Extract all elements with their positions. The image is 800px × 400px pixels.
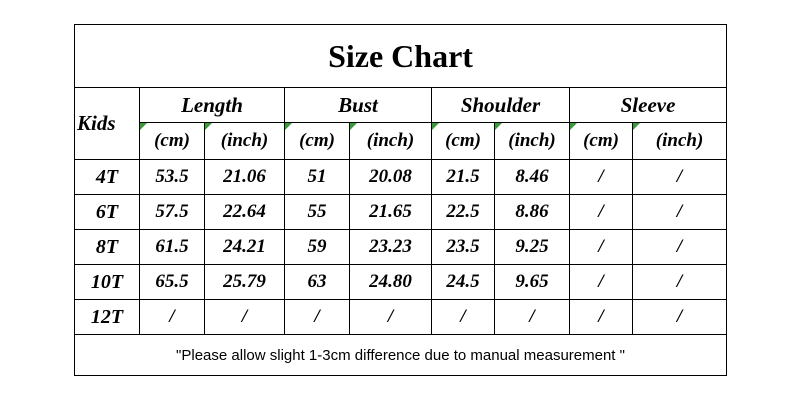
value-cell: /: [569, 299, 633, 335]
value-cell: /: [204, 299, 285, 335]
size-label: 12T: [74, 299, 140, 335]
value-cell: 24.21: [204, 229, 285, 265]
unit-header-bust-inch: (inch): [349, 122, 432, 160]
size-chart-table: Size Chart Kids Length Bust Shoulder Sle…: [73, 24, 728, 376]
group-header-length: Length: [139, 87, 285, 123]
unit-label: (cm): [299, 130, 335, 151]
value-cell: 22.5: [431, 194, 495, 230]
size-label: 4T: [74, 159, 140, 195]
value-cell: 53.5: [139, 159, 205, 195]
value-cell: 55: [284, 194, 350, 230]
value-cell: 9.25: [494, 229, 570, 265]
page-title: Size Chart: [73, 24, 728, 88]
title-row: Size Chart: [73, 24, 728, 88]
unit-header-length-inch: (inch): [204, 122, 285, 160]
measurement-note: "Please allow slight 1-3cm difference du…: [73, 334, 728, 376]
unit-header-bust-cm: (cm): [284, 122, 350, 160]
group-header-shoulder: Shoulder: [431, 87, 570, 123]
value-cell: /: [569, 194, 633, 230]
corner-marker-icon: [495, 123, 502, 130]
unit-header-shoulder-inch: (inch): [494, 122, 570, 160]
size-label: 6T: [74, 194, 140, 230]
unit-label: (inch): [366, 130, 415, 151]
table-row-4t: 4T 53.5 21.06 51 20.08 21.5 8.46 / /: [74, 159, 728, 195]
table-row-10t: 10T 65.5 25.79 63 24.80 24.5 9.65 / /: [74, 264, 728, 300]
corner-marker-icon: [350, 123, 357, 130]
value-cell: /: [139, 299, 205, 335]
value-cell: 25.79: [204, 264, 285, 300]
value-cell: /: [631, 299, 728, 335]
value-cell: /: [631, 194, 728, 230]
table-row-8t: 8T 61.5 24.21 59 23.23 23.5 9.25 / /: [74, 229, 728, 265]
size-label: 10T: [74, 264, 140, 300]
value-cell: 8.46: [494, 159, 570, 195]
value-cell: 61.5: [139, 229, 205, 265]
unit-label: (cm): [583, 130, 619, 151]
value-cell: /: [569, 159, 633, 195]
table-row-12t: 12T / / / / / / / /: [74, 299, 728, 335]
kids-header: Kids: [74, 87, 140, 160]
unit-header-shoulder-cm: (cm): [431, 122, 495, 160]
unit-header-length-cm: (cm): [139, 122, 205, 160]
value-cell: 23.5: [431, 229, 495, 265]
value-cell: /: [569, 264, 633, 300]
value-cell: 65.5: [139, 264, 205, 300]
group-header-row: Kids Length Bust Shoulder Sleeve: [74, 87, 728, 160]
unit-header-sleeve-cm: (cm): [569, 122, 633, 160]
value-cell: /: [569, 229, 633, 265]
value-cell: 9.65: [494, 264, 570, 300]
value-cell: 21.5: [431, 159, 495, 195]
corner-marker-icon: [570, 123, 577, 130]
value-cell: 8.86: [494, 194, 570, 230]
value-cell: /: [631, 229, 728, 265]
size-label: 8T: [74, 229, 140, 265]
value-cell: 51: [284, 159, 350, 195]
group-header-bust: Bust: [284, 87, 432, 123]
unit-label: (cm): [154, 130, 190, 151]
value-cell: 24.5: [431, 264, 495, 300]
value-cell: /: [494, 299, 570, 335]
corner-marker-icon: [285, 123, 292, 130]
value-cell: /: [631, 159, 728, 195]
unit-label: (inch): [655, 130, 704, 151]
value-cell: 57.5: [139, 194, 205, 230]
unit-header-sleeve-inch: (inch): [631, 122, 728, 160]
unit-label: (cm): [445, 130, 481, 151]
value-cell: 24.80: [349, 264, 432, 300]
corner-marker-icon: [205, 123, 212, 130]
value-cell: /: [349, 299, 432, 335]
value-cell: 22.64: [204, 194, 285, 230]
value-cell: /: [431, 299, 495, 335]
group-header-sleeve: Sleeve: [568, 87, 728, 123]
value-cell: 21.65: [349, 194, 432, 230]
corner-marker-icon: [432, 123, 439, 130]
value-cell: 21.06: [204, 159, 285, 195]
value-cell: 59: [284, 229, 350, 265]
value-cell: 23.23: [349, 229, 432, 265]
table-row-6t: 6T 57.5 22.64 55 21.65 22.5 8.86 / /: [74, 194, 728, 230]
unit-header-row: (cm) (inch) (cm) (inch) (cm) (inch) (cm)…: [75, 122, 728, 160]
value-cell: /: [631, 264, 728, 300]
corner-marker-icon: [633, 123, 640, 130]
unit-label: (inch): [508, 130, 556, 151]
value-cell: /: [284, 299, 350, 335]
value-cell: 20.08: [349, 159, 432, 195]
value-cell: 63: [284, 264, 350, 300]
footer-row: "Please allow slight 1-3cm difference du…: [73, 334, 728, 376]
corner-marker-icon: [140, 123, 147, 130]
unit-label: (inch): [220, 130, 269, 151]
